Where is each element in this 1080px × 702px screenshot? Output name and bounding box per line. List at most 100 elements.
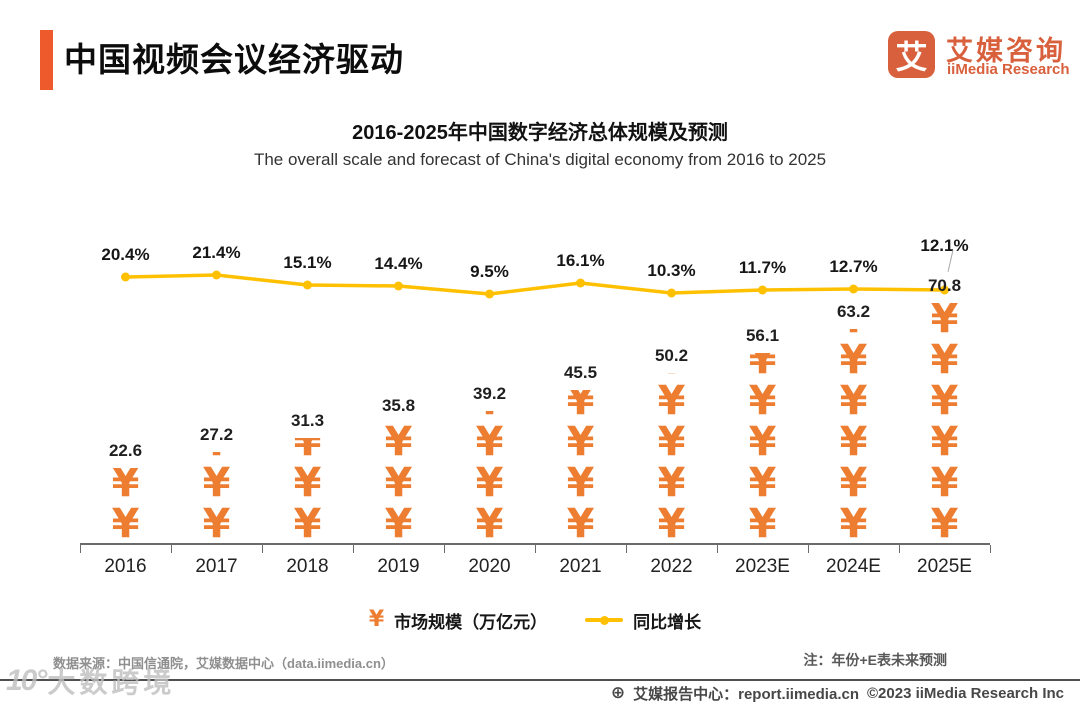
yen-icon: ¥ [930,418,959,465]
bar-value-label: 50.2 [654,346,689,366]
line-marker-dot [485,289,494,299]
pictogram-glyph-partial: ¥ [808,329,899,340]
growth-point-label: 12.1% [920,236,969,255]
growth-point-label: 20.4% [101,245,150,264]
axis-tick [535,545,536,553]
yen-icon: ¥ [202,500,231,547]
yen-icon: ¥ [839,459,868,506]
line-marker-dot [940,285,949,295]
yen-icon: ¥ [748,377,777,424]
footer-divider [0,679,1080,681]
logo-symbol: 艾 [895,38,928,75]
axis-tick [262,545,263,553]
yen-icon: ¥ [293,459,322,506]
footer-bar: ⊕ 艾媒报告中心：report.iimedia.cn ©2023 iiMedia… [611,683,1064,702]
yen-icon: ¥ [748,500,777,547]
x-axis-label: 2021 [559,556,602,577]
yen-icon: ¥ [111,500,140,547]
bar-value-label: 39.2 [472,384,507,404]
bar-value-label: 27.2 [199,425,234,445]
logo-name-en: iiMedia Research [947,61,1070,78]
bar-value-label: 56.1 [745,326,780,346]
yen-icon: ¥ [384,459,413,506]
line-marker-dot [758,285,767,295]
pictogram-glyph-partial: ¥ [171,452,262,463]
bar-column: ¥¥¥ [262,438,353,545]
watermark: 10° 大数跨境 [6,661,175,701]
chart-title: 2016-2025年中国数字经济总体规模及预测 [352,122,728,144]
x-axis-label: 2019 [377,556,420,577]
yen-icon: ¥ [930,500,959,547]
yen-icon: ¥ [293,500,322,547]
yen-icon: ¥ [930,303,959,340]
globe-icon: ⊕ [610,683,626,702]
x-axis-label: 2022 [650,556,693,577]
legend-label-market-scale: 市场规模（万亿元） [394,612,548,632]
axis-tick [80,545,81,553]
x-axis-label: 2023E [735,556,790,577]
line-marker-dot [849,284,858,294]
axis-tick [171,545,172,553]
bar-value-label: 45.5 [563,362,598,382]
yen-icon: ¥ [444,411,535,422]
yen-icon: ¥ [930,459,959,506]
bar-column: ¥¥¥ [353,423,444,545]
legend-line-dot [599,615,609,625]
axis-tick [444,545,445,553]
yen-icon: ¥ [475,418,504,465]
bar-column: ¥¥¥¥¥ [626,373,717,545]
line-marker-dot [394,281,403,291]
bar-value-label: 35.8 [381,395,416,415]
bar-value-label: 70.8 [927,276,962,296]
pictogram-glyph-partial: ¥ [80,468,171,504]
yen-icon: ¥ [566,459,595,506]
axis-tick [990,545,991,553]
axis-tick [626,545,627,553]
bar-value-label: 22.6 [108,440,143,460]
yen-icon: ¥ [808,329,899,340]
yen-icon: ¥ [748,459,777,506]
watermark-logo-icon: 10° [6,664,47,697]
x-axis-label: 2024E [826,556,881,577]
bar-column: ¥¥¥¥ [535,390,626,545]
iimedia-logo-icon: 艾 [888,31,935,78]
yen-icon: ¥ [839,418,868,465]
page-title: 中国视频会议经济驱动 [64,41,404,78]
yen-icon: ¥ [111,467,140,504]
title-accent-bar [40,30,53,90]
pictogram-glyph-partial: ¥ [444,411,535,422]
bar-column: ¥¥¥¥¥ [717,353,808,545]
x-axis-label: 2016 [104,556,147,577]
yen-icon: ¥ [626,373,717,381]
growth-point-label: 14.4% [374,254,423,273]
legend-yen-icon: ¥ [368,607,385,632]
yen-icon: ¥ [657,500,686,547]
yen-icon: ¥ [475,500,504,547]
logo-name-cn: 艾媒咨询 [946,36,1066,66]
yen-icon: ¥ [384,500,413,547]
pictogram-glyph-partial: ¥ [626,373,717,381]
growth-point-label: 11.7% [738,258,787,277]
pictogram-glyph-partial: ¥ [717,353,808,381]
growth-point-label: 15.1% [283,253,332,272]
yen-icon: ¥ [171,452,262,463]
yen-icon: ¥ [839,377,868,424]
bar-value-label: 31.3 [290,411,325,431]
report-center-link[interactable]: 艾媒报告中心：report.iimedia.cn [633,686,859,702]
growth-point-label: 16.1% [556,251,605,270]
chart-subtitle: The overall scale and forecast of China'… [253,150,827,169]
x-axis-label: 2020 [468,556,511,577]
yen-icon: ¥ [657,377,686,424]
growth-point-label: 9.5% [470,262,509,281]
axis-tick [899,545,900,553]
axis-tick [717,545,718,553]
yen-icon: ¥ [566,500,595,547]
growth-point-label: 12.7% [829,257,878,276]
bar-column: ¥¥¥¥¥¥ [899,303,990,545]
growth-point-label: 21.4% [192,243,241,262]
yen-icon: ¥ [748,418,777,465]
yen-icon: ¥ [657,459,686,506]
line-marker-dot [121,272,130,282]
yen-icon: ¥ [475,459,504,506]
legend-label-growth: 同比增长 [633,612,702,632]
